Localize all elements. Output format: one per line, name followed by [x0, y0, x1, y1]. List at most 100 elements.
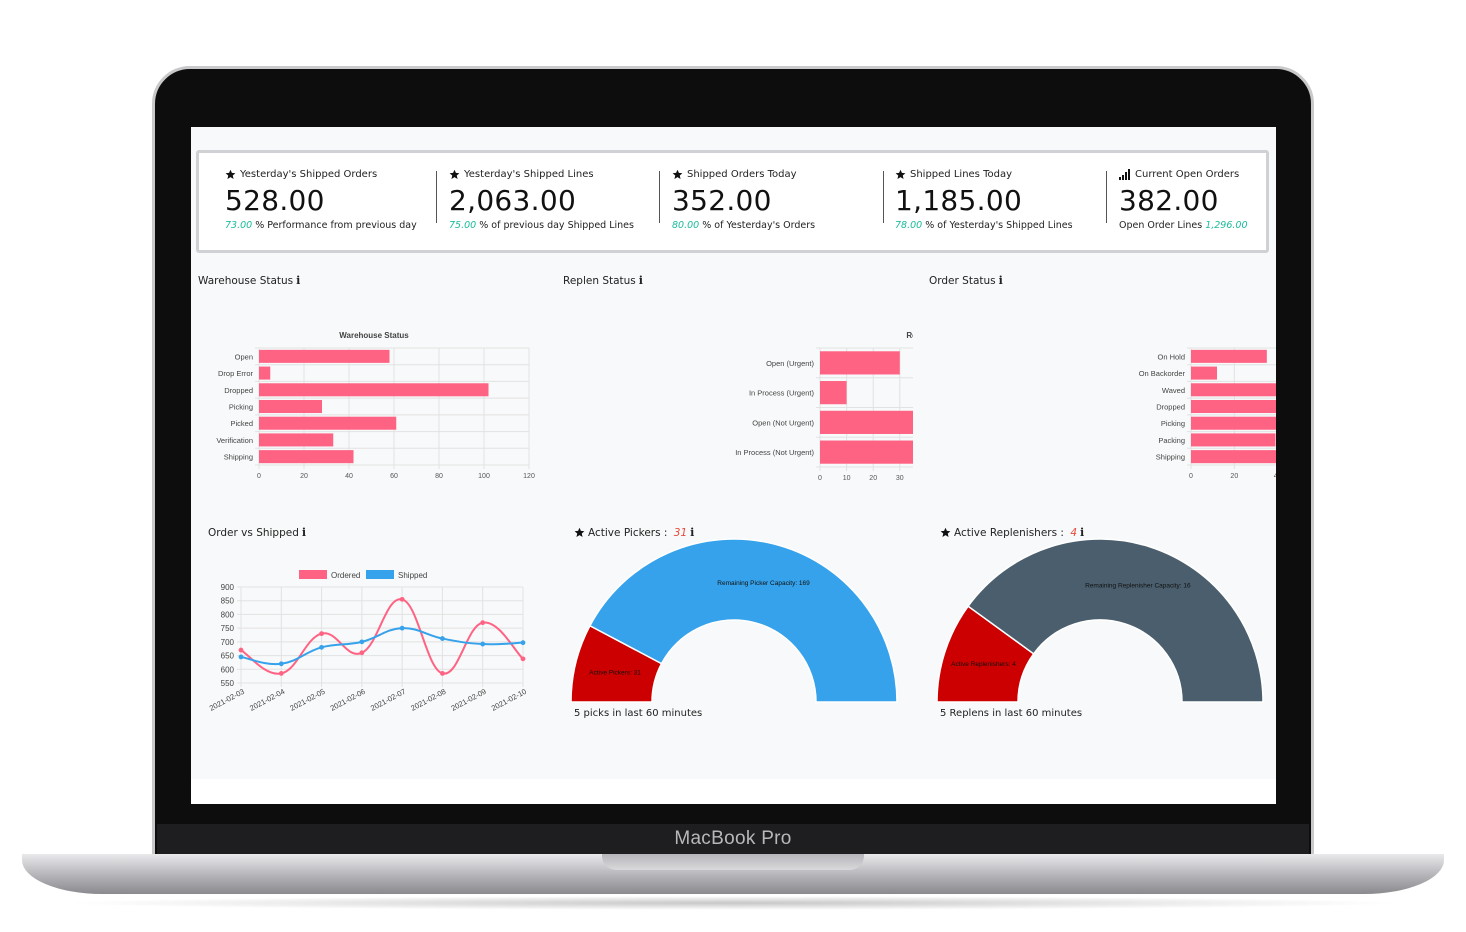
x-tick-label: 2021-02-07 — [369, 687, 407, 713]
kpi-summary-bar: Yesterday's Shipped Orders 528.00 73.00 … — [196, 150, 1269, 253]
data-point — [278, 671, 284, 676]
y-tick-label: Picking — [1161, 419, 1185, 428]
bar — [1191, 366, 1217, 380]
star-icon — [225, 169, 236, 179]
y-tick-label: 550 — [221, 679, 235, 688]
x-tick-label: 0 — [1189, 473, 1193, 480]
kpi-divider — [659, 171, 660, 223]
kpi-subtext-label: Open Order Lines — [1119, 220, 1206, 231]
laptop-chin — [157, 824, 1309, 854]
order-vs-shipped-title: Order vs Shipped i — [208, 526, 307, 539]
y-tick-label: Shipping — [1156, 453, 1185, 462]
y-tick-label: Waved — [1162, 386, 1185, 395]
kpi-percent: 80.00 — [672, 220, 700, 231]
kpi-subtext: 78.00 % of Yesterday's Shipped Lines — [895, 220, 1073, 231]
y-tick-label: Dropped — [224, 386, 253, 395]
bar — [259, 383, 489, 397]
replens-footnote: 5 Replens in last 60 minutes — [940, 708, 1083, 719]
kpi-subtext: 80.00 % of Yesterday's Orders — [672, 220, 815, 231]
kpi-percent: 73.00 — [225, 220, 253, 231]
bar — [259, 349, 390, 363]
kpi-shipped-lines-today: Shipped Lines Today 1,185.00 78.00 % of … — [895, 169, 1073, 239]
kpi-value: 382.00 — [1119, 184, 1219, 217]
bar — [259, 416, 397, 430]
y-tick-label: 900 — [221, 583, 235, 592]
gauge-label: Active Pickers: 31 — [589, 669, 641, 676]
info-icon[interactable]: i — [296, 274, 301, 287]
y-tick-label: 800 — [221, 610, 235, 619]
x-tick-label: 20 — [869, 475, 877, 482]
series-line-ordered — [240, 598, 524, 675]
gauge-segment — [967, 538, 1264, 703]
data-point — [399, 625, 405, 631]
x-tick-label: 80 — [435, 473, 443, 480]
kpi-title: Shipped Orders Today — [687, 169, 797, 180]
chart-title: Replen Status — [906, 331, 913, 340]
bar — [259, 366, 271, 380]
kpi-divider — [436, 171, 437, 223]
chart-title: Warehouse Status — [339, 331, 409, 340]
star-icon — [895, 169, 906, 179]
star-icon — [672, 169, 683, 179]
data-point — [520, 656, 526, 662]
kpi-current-open-orders: Current Open Orders 382.00 Open Order Li… — [1119, 169, 1248, 239]
y-tick-label: Picked — [230, 419, 253, 428]
active-replenishers-gauge: Active Replenishers: 4 Remaining Replenis… — [937, 538, 1264, 703]
laptop-screen: Yesterday's Shipped Orders 528.00 73.00 … — [191, 127, 1276, 804]
active-replenishers-count: 4 — [1070, 526, 1077, 539]
info-icon[interactable]: i — [638, 274, 643, 287]
x-tick-label: 0 — [257, 473, 261, 480]
laptop-shadow — [60, 896, 1406, 910]
active-pickers-title: Active Pickers : 31 i — [574, 526, 694, 539]
x-tick-label: 60 — [390, 473, 398, 480]
star-icon — [449, 169, 460, 179]
star-icon — [940, 527, 951, 537]
kpi-title: Yesterday's Shipped Lines — [464, 169, 594, 180]
y-tick-label: 700 — [221, 638, 235, 647]
y-tick-label: In Process (Not Urgent) — [735, 448, 814, 457]
data-point — [238, 647, 244, 653]
x-tick-label: 40 — [1274, 473, 1276, 480]
bar — [1191, 383, 1276, 397]
data-point — [520, 640, 526, 646]
y-tick-label: On Hold — [1157, 352, 1185, 361]
x-tick-label: 40 — [345, 473, 353, 480]
kpi-value: 2,063.00 — [449, 184, 577, 217]
data-point — [480, 641, 486, 647]
x-tick-label: 10 — [843, 475, 851, 482]
warehouse-status-title: Warehouse Status i — [198, 274, 301, 287]
y-tick-label: 750 — [221, 624, 235, 633]
y-tick-label: Open — [235, 352, 253, 361]
kpi-value: 528.00 — [225, 184, 325, 217]
kpi-percent: 75.00 — [449, 220, 477, 231]
data-point — [359, 639, 365, 645]
active-replenishers-title: Active Replenishers : 4 i — [940, 526, 1084, 539]
info-icon[interactable]: i — [1080, 526, 1085, 539]
bar — [1191, 450, 1276, 464]
info-icon[interactable]: i — [301, 526, 307, 539]
y-tick-label: In Process (Urgent) — [749, 389, 815, 398]
warehouse-status-chart: Warehouse Status 0 20 40 60 80 100 120 Open Drop … — [216, 331, 535, 480]
gauge-label: Remaining Replenisher Capacity: 16 — [1085, 582, 1191, 589]
kpi-value: 352.00 — [672, 184, 772, 217]
kpi-yesterday-shipped-orders: Yesterday's Shipped Orders 528.00 73.00 … — [225, 169, 417, 239]
kpi-percent: 78.00 — [895, 220, 923, 231]
kpi-title: Current Open Orders — [1135, 169, 1240, 180]
kpi-divider — [1106, 171, 1107, 223]
replen-status-title: Replen Status i — [563, 274, 643, 287]
data-point — [238, 654, 244, 660]
kpi-subtext-label: % of previous day Shipped Lines — [476, 220, 634, 231]
bar — [820, 410, 913, 434]
bar — [259, 399, 322, 414]
info-icon[interactable]: i — [690, 526, 695, 539]
pickers-footnote: 5 picks in last 60 minutes — [574, 708, 703, 719]
x-tick-label: 20 — [1230, 473, 1238, 480]
y-tick-label: Picking — [229, 403, 253, 412]
x-tick-label: 2021-02-05 — [288, 687, 326, 713]
kpi-divider — [883, 171, 884, 223]
legend-swatch — [299, 570, 327, 579]
signal-bars-icon — [1119, 169, 1130, 180]
data-point — [440, 671, 445, 676]
kpi-yesterday-shipped-lines: Yesterday's Shipped Lines 2,063.00 75.00… — [449, 169, 634, 239]
info-icon[interactable]: i — [998, 274, 1003, 287]
